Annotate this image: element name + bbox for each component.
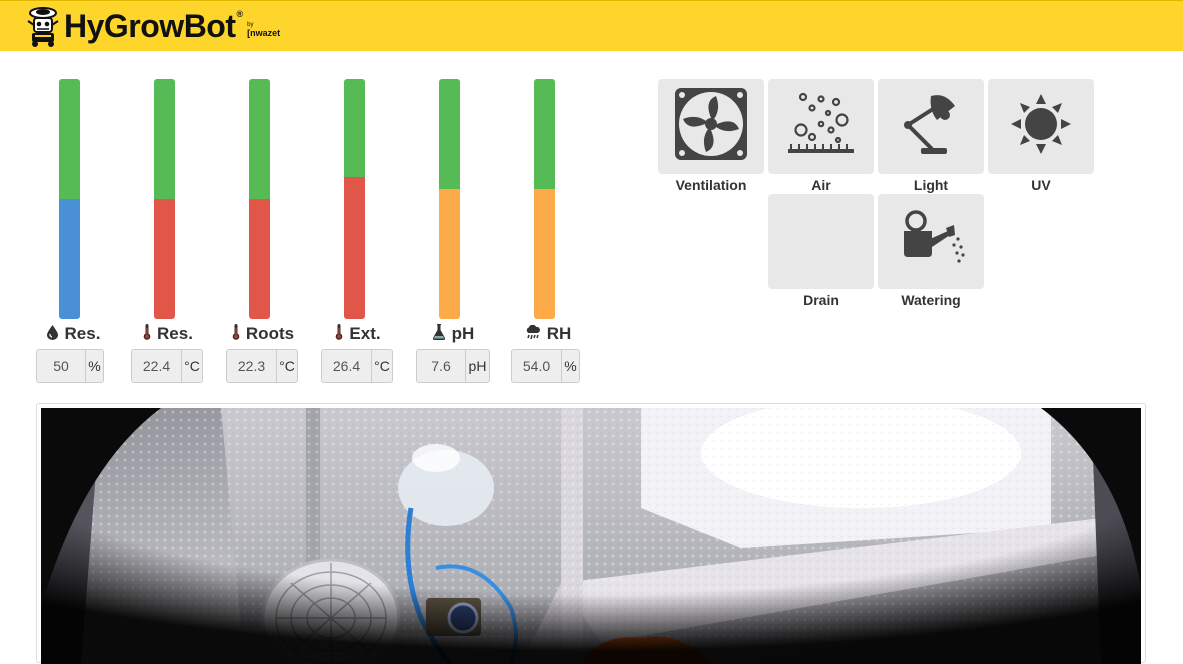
thermometer-icon (232, 324, 240, 345)
registered-mark: ® (236, 9, 244, 19)
gauge-label: Res. (37, 324, 109, 345)
rain-cloud-icon (525, 324, 541, 345)
gauge-bar (344, 79, 365, 319)
gauge-label-text: Res. (64, 324, 101, 343)
gauge-bar-level (439, 189, 460, 319)
gauge-rh: RH (512, 79, 584, 389)
light-control[interactable]: Light (878, 79, 984, 193)
gauge-label: pH (417, 324, 489, 345)
readout-value: 54.0 (512, 350, 561, 382)
logo-byline: by [nwazet (247, 22, 280, 38)
bubbles-icon (786, 92, 856, 161)
gauge-ph: pH (417, 79, 489, 389)
drain-button[interactable] (768, 194, 874, 289)
readout-unit: °C (276, 350, 297, 382)
readout-ext-temp: 26.4 °C (321, 349, 393, 383)
readout-res-level: 50% (36, 349, 104, 383)
watering-can-icon (896, 209, 966, 274)
readout-unit: pH (465, 350, 489, 382)
readout-value: 22.3 (227, 350, 276, 382)
gauge-ext-temp: Ext. (322, 79, 394, 389)
robot-mascot-icon (27, 7, 59, 47)
gauge-label: Res. (132, 324, 204, 345)
readout-value: 22.4 (132, 350, 181, 382)
readout-value: 26.4 (322, 350, 371, 382)
gauge-res-level: Res. (37, 79, 109, 389)
gauge-bar (154, 79, 175, 319)
gauge-bar-level (249, 199, 270, 319)
gauge-label-text: Res. (157, 324, 193, 343)
air-label: Air (811, 177, 831, 193)
gauge-label: Roots (227, 324, 299, 345)
app-title: HyGrowBot (64, 8, 236, 44)
uv-button[interactable] (988, 79, 1094, 174)
air-control[interactable]: Air (768, 79, 874, 193)
ventilation-label: Ventilation (675, 177, 747, 193)
watering-button[interactable] (878, 194, 984, 289)
desk-lamp-icon (901, 92, 961, 161)
readout-value: 7.6 (417, 350, 465, 382)
readout-unit: % (85, 350, 103, 382)
drain-label: Drain (803, 292, 839, 308)
logo-by-text: by (247, 22, 254, 28)
fan-icon (674, 87, 748, 166)
gauge-bar (249, 79, 270, 319)
readout-unit: °C (181, 350, 202, 382)
gauge-bar-level (154, 199, 175, 319)
gauge-bar (439, 79, 460, 319)
camera-panel (36, 403, 1146, 664)
watering-control[interactable]: Watering (878, 194, 984, 308)
gauge-bar-level (59, 199, 80, 319)
gauge-res-temp: Res. (132, 79, 204, 389)
readout-value: 50 (37, 350, 85, 382)
drain-control[interactable]: Drain (768, 194, 874, 308)
gauge-label-text: RH (546, 324, 572, 343)
app-header: HyGrowBot ® by [nwazet (0, 0, 1183, 51)
logo-brand-text: [nwazet (247, 28, 281, 38)
readout-roots-temp: 22.3 °C (226, 349, 298, 383)
readout-unit: °C (371, 350, 392, 382)
app-logo[interactable]: HyGrowBot ® by [nwazet (24, 5, 280, 47)
gauge-bar-range (154, 79, 175, 199)
readout-res-temp: 22.4 °C (131, 349, 203, 383)
gauge-label-text: pH (451, 324, 475, 343)
ventilation-button[interactable] (658, 79, 764, 174)
uv-control[interactable]: UV (988, 79, 1094, 193)
gauge-label: RH (512, 324, 584, 345)
watering-label: Watering (901, 292, 961, 308)
uv-label: UV (1031, 177, 1051, 193)
flask-icon (432, 324, 446, 345)
gauge-bar-level (534, 189, 555, 319)
gauge-label-text: Ext. (349, 324, 381, 343)
gauge-label-text: Roots (245, 324, 295, 343)
air-button[interactable] (768, 79, 874, 174)
thermometer-icon (143, 324, 151, 345)
gauge-bar-range (439, 79, 460, 190)
gauge-bar-level (344, 177, 365, 319)
gauge-bar (59, 79, 80, 319)
readout-unit: % (561, 350, 579, 382)
readout-rh: 54.0% (511, 349, 580, 383)
light-button[interactable] (878, 79, 984, 174)
thermometer-icon (335, 324, 343, 345)
gauge-bar-range (249, 79, 270, 199)
gauge-bar-range (59, 79, 80, 199)
gauge-bar-range (344, 79, 365, 178)
gauge-bar-range (534, 79, 555, 190)
sun-icon (1011, 94, 1071, 159)
gauge-label: Ext. (322, 324, 394, 345)
gauge-bar (534, 79, 555, 319)
camera-feed (41, 408, 1141, 664)
gauge-roots-temp: Roots (227, 79, 299, 389)
camera-image (41, 408, 1141, 664)
ventilation-control[interactable]: Ventilation (658, 79, 764, 193)
water-drop-icon (46, 325, 59, 345)
light-label: Light (913, 177, 949, 193)
readout-ph: 7.6 pH (416, 349, 490, 383)
